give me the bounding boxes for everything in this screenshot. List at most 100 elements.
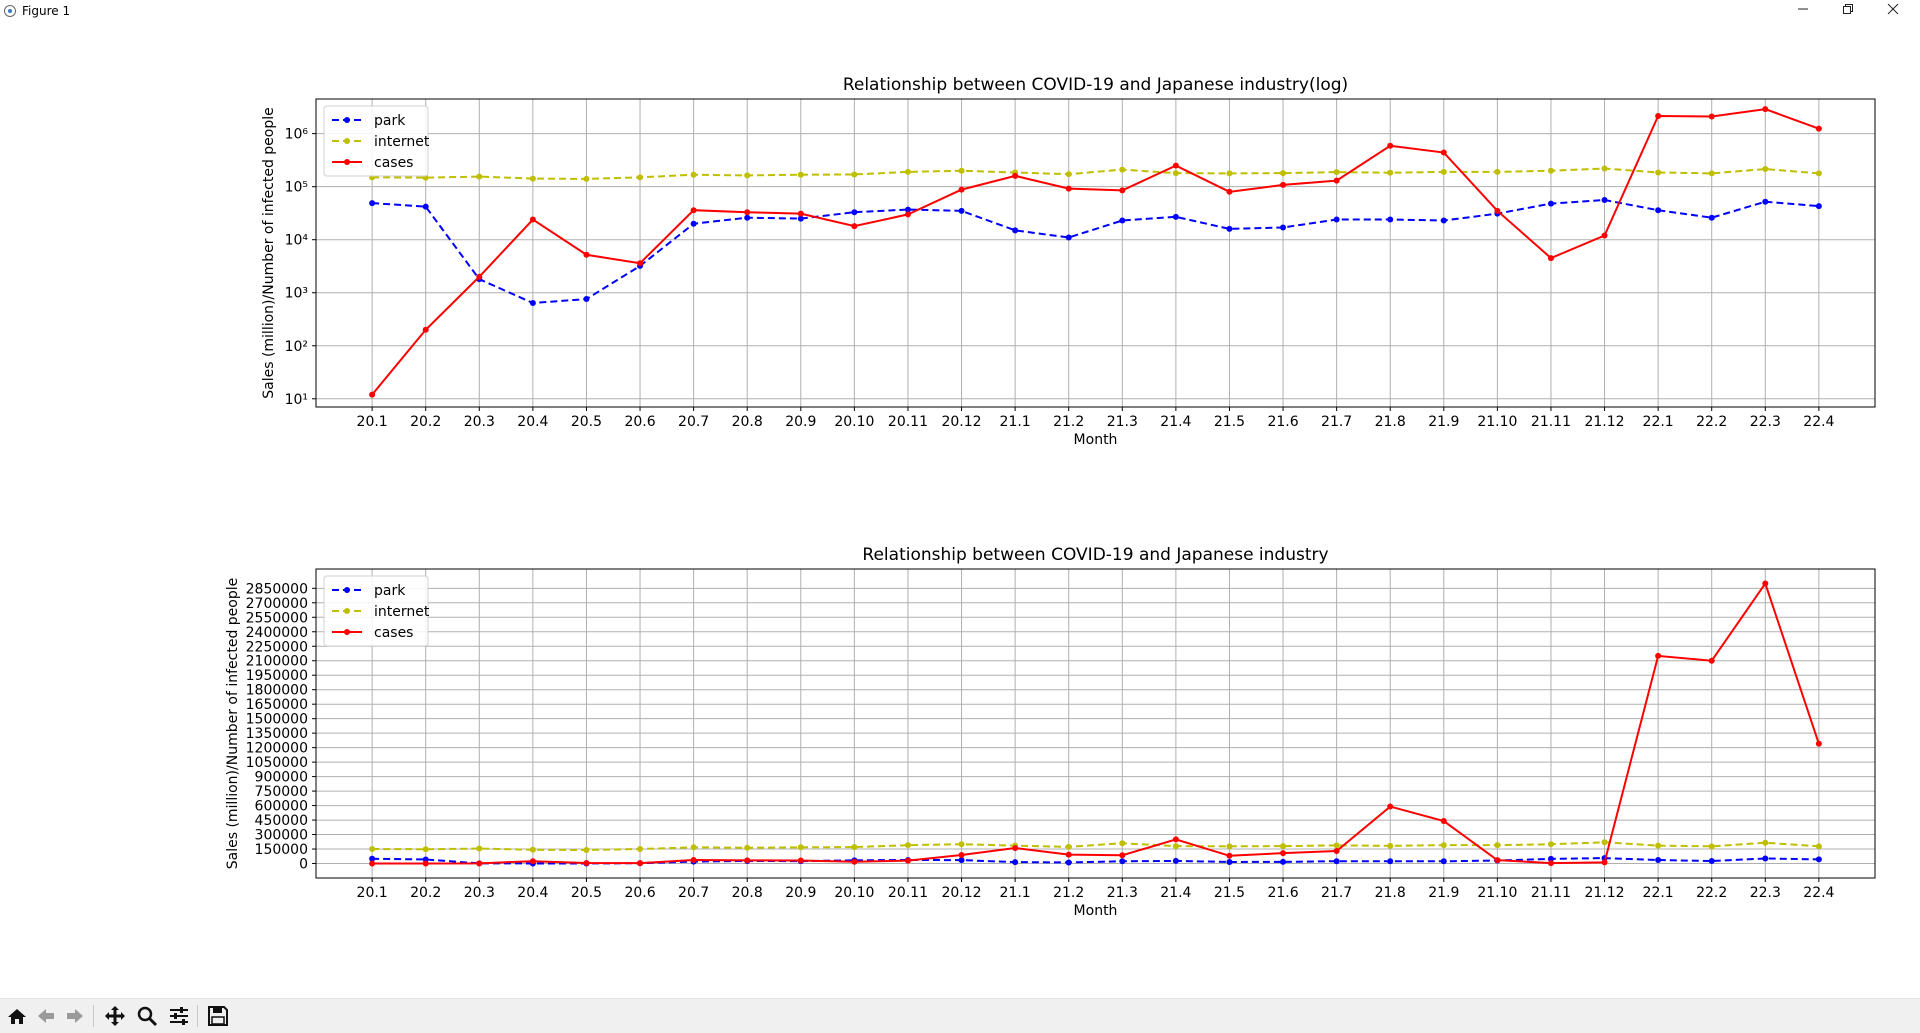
data-point-internet [744,172,751,179]
data-point-cases [1119,852,1126,859]
data-point-internet [1815,843,1822,850]
minimize-icon [1798,8,1808,10]
app-icon [4,5,16,17]
x-tick-label: 22.2 [1696,885,1727,901]
y-tick-label: 750000 [255,784,308,800]
data-point-internet [851,171,858,178]
maximize-button[interactable] [1828,0,1868,22]
chart-title: Relationship between COVID-19 and Japane… [862,545,1328,565]
data-point-park [1387,858,1394,865]
x-tick-label: 20.9 [785,414,816,430]
data-point-internet [1601,165,1608,172]
data-point-cases [851,223,858,230]
axes-frame [315,98,1876,408]
x-tick-label: 20.7 [678,414,709,430]
data-point-internet [744,844,751,851]
data-point-cases [1440,818,1447,825]
configure-subplots-button[interactable] [166,1004,192,1028]
x-tick-label: 21.3 [1107,414,1138,430]
home-icon [8,1009,26,1024]
data-point-internet [1815,170,1822,177]
magnifier-icon [137,1006,158,1027]
data-point-cases [1601,859,1608,866]
x-tick-label: 20.8 [732,885,763,901]
back-button[interactable] [33,1004,59,1028]
x-tick-label: 20.2 [410,885,441,901]
x-tick-label: 20.12 [941,885,981,901]
x-tick-label: 21.2 [1053,414,1084,430]
data-point-cases [744,857,751,864]
data-point-park [1547,200,1554,207]
x-tick-label: 21.4 [1160,414,1191,430]
x-tick-label: 20.11 [888,885,928,901]
data-point-internet [1547,841,1554,848]
data-point-internet [1119,166,1126,173]
legend-marker-internet [344,138,350,144]
x-tick-label: 21.6 [1267,414,1298,430]
y-tick-label: 2100000 [246,654,308,670]
y-tick-label: 150000 [255,842,308,858]
y-tick-label: 1950000 [246,668,308,684]
data-point-cases [1387,142,1394,149]
data-point-cases [1012,172,1019,179]
data-point-park [1119,858,1126,865]
data-point-internet [1333,842,1340,849]
data-point-internet [1065,171,1072,178]
legend-marker-park [344,587,350,593]
data-point-cases [1226,188,1233,195]
x-tick-label: 20.3 [464,885,495,901]
y-tick-label: 10³ [285,286,308,302]
data-point-cases [369,391,376,398]
data-point-internet [958,841,965,848]
y-tick-label: 300000 [255,828,308,844]
restore-icon [1843,4,1853,14]
window-title: Figure 1 [22,4,71,18]
save-button[interactable] [205,1004,231,1028]
x-tick-label: 20.6 [624,414,655,430]
data-point-cases [1280,181,1287,188]
legend-label-cases: cases [374,625,413,641]
pan-button[interactable] [102,1004,128,1028]
data-point-cases [1494,857,1501,864]
y-tick-label: 10⁶ [285,127,309,143]
data-point-cases [583,860,590,867]
legend-marker-cases [344,159,350,165]
data-point-cases [1226,852,1233,859]
x-axis-label: Month [1074,432,1118,448]
zoom-button[interactable] [134,1004,160,1028]
navigation-toolbar [0,998,1920,1033]
toolbar-separator [197,1005,198,1027]
series-line-park [372,199,1819,305]
data-point-park [1440,217,1447,224]
data-point-cases [851,858,858,865]
x-tick-label: 20.2 [410,414,441,430]
x-tick-label: 20.10 [834,885,874,901]
data-point-cases [637,860,644,867]
data-point-park [1226,858,1233,865]
x-tick-label: 20.10 [834,414,874,430]
y-axis-label: Sales (million)/Number of infected peopl… [225,578,241,870]
y-tick-label: 2550000 [246,610,308,626]
data-point-cases [1708,113,1715,120]
data-point-internet [529,175,536,182]
data-point-internet [1494,842,1501,849]
data-point-internet [690,844,697,851]
series-line-cases [372,581,1820,865]
data-point-park [1333,216,1340,223]
data-point-park [797,215,804,222]
forward-button[interactable] [62,1004,88,1028]
data-point-park [1172,857,1179,864]
toolbar-separator [93,1005,94,1027]
close-button[interactable] [1873,0,1913,22]
data-point-cases [1547,255,1554,262]
x-tick-label: 21.11 [1531,885,1571,901]
minimize-button[interactable] [1783,0,1823,22]
move-icon [105,1006,125,1026]
arrow-left-icon [38,1009,54,1023]
data-point-cases [1655,652,1662,659]
legend-marker-park [344,117,350,123]
data-point-park [1172,213,1179,220]
data-point-park [1601,197,1608,204]
home-button[interactable] [4,1004,30,1028]
x-tick-label: 20.4 [517,414,548,430]
